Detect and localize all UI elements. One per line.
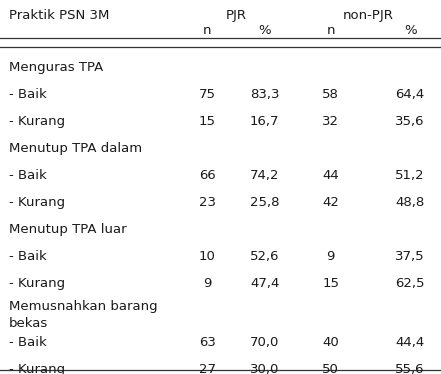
Text: %: % [258,24,271,37]
Text: 9: 9 [327,250,335,263]
Text: - Baik: - Baik [9,169,47,182]
Text: n: n [203,24,212,37]
Text: Menutup TPA luar: Menutup TPA luar [9,223,127,236]
Text: 83,3: 83,3 [250,88,279,101]
Text: 32: 32 [322,115,339,128]
Text: 66: 66 [199,169,216,182]
Text: 15: 15 [322,277,339,289]
Text: n: n [326,24,335,37]
Text: - Kurang: - Kurang [9,196,65,209]
Text: - Kurang: - Kurang [9,277,65,289]
Text: 35,6: 35,6 [396,115,425,128]
Text: non-PJR: non-PJR [343,9,394,22]
Text: 25,8: 25,8 [250,196,279,209]
Text: 74,2: 74,2 [250,169,279,182]
Text: Memusnahkan barang: Memusnahkan barang [9,300,157,313]
Text: - Baik: - Baik [9,250,47,263]
Text: 10: 10 [199,250,216,263]
Text: PJR: PJR [225,9,247,22]
Text: 52,6: 52,6 [250,250,279,263]
Text: 70,0: 70,0 [250,336,279,349]
Text: 55,6: 55,6 [396,363,425,374]
Text: 16,7: 16,7 [250,115,279,128]
Text: 62,5: 62,5 [396,277,425,289]
Text: 44,4: 44,4 [396,336,425,349]
Text: - Baik: - Baik [9,88,47,101]
Text: - Baik: - Baik [9,336,47,349]
Text: 58: 58 [322,88,339,101]
Text: 75: 75 [199,88,216,101]
Text: 47,4: 47,4 [250,277,279,289]
Text: Praktik PSN 3M: Praktik PSN 3M [9,9,109,22]
Text: 9: 9 [203,277,211,289]
Text: 44: 44 [322,169,339,182]
Text: 30,0: 30,0 [250,363,279,374]
Text: 27: 27 [199,363,216,374]
Text: 50: 50 [322,363,339,374]
Text: %: % [404,24,416,37]
Text: 51,2: 51,2 [395,169,425,182]
Text: bekas: bekas [9,317,48,330]
Text: 48,8: 48,8 [396,196,425,209]
Text: 42: 42 [322,196,339,209]
Text: 64,4: 64,4 [396,88,425,101]
Text: Menguras TPA: Menguras TPA [9,61,103,74]
Text: Menutup TPA dalam: Menutup TPA dalam [9,142,142,155]
Text: - Kurang: - Kurang [9,363,65,374]
Text: 37,5: 37,5 [395,250,425,263]
Text: 23: 23 [199,196,216,209]
Text: 63: 63 [199,336,216,349]
Text: 15: 15 [199,115,216,128]
Text: - Kurang: - Kurang [9,115,65,128]
Text: 40: 40 [322,336,339,349]
